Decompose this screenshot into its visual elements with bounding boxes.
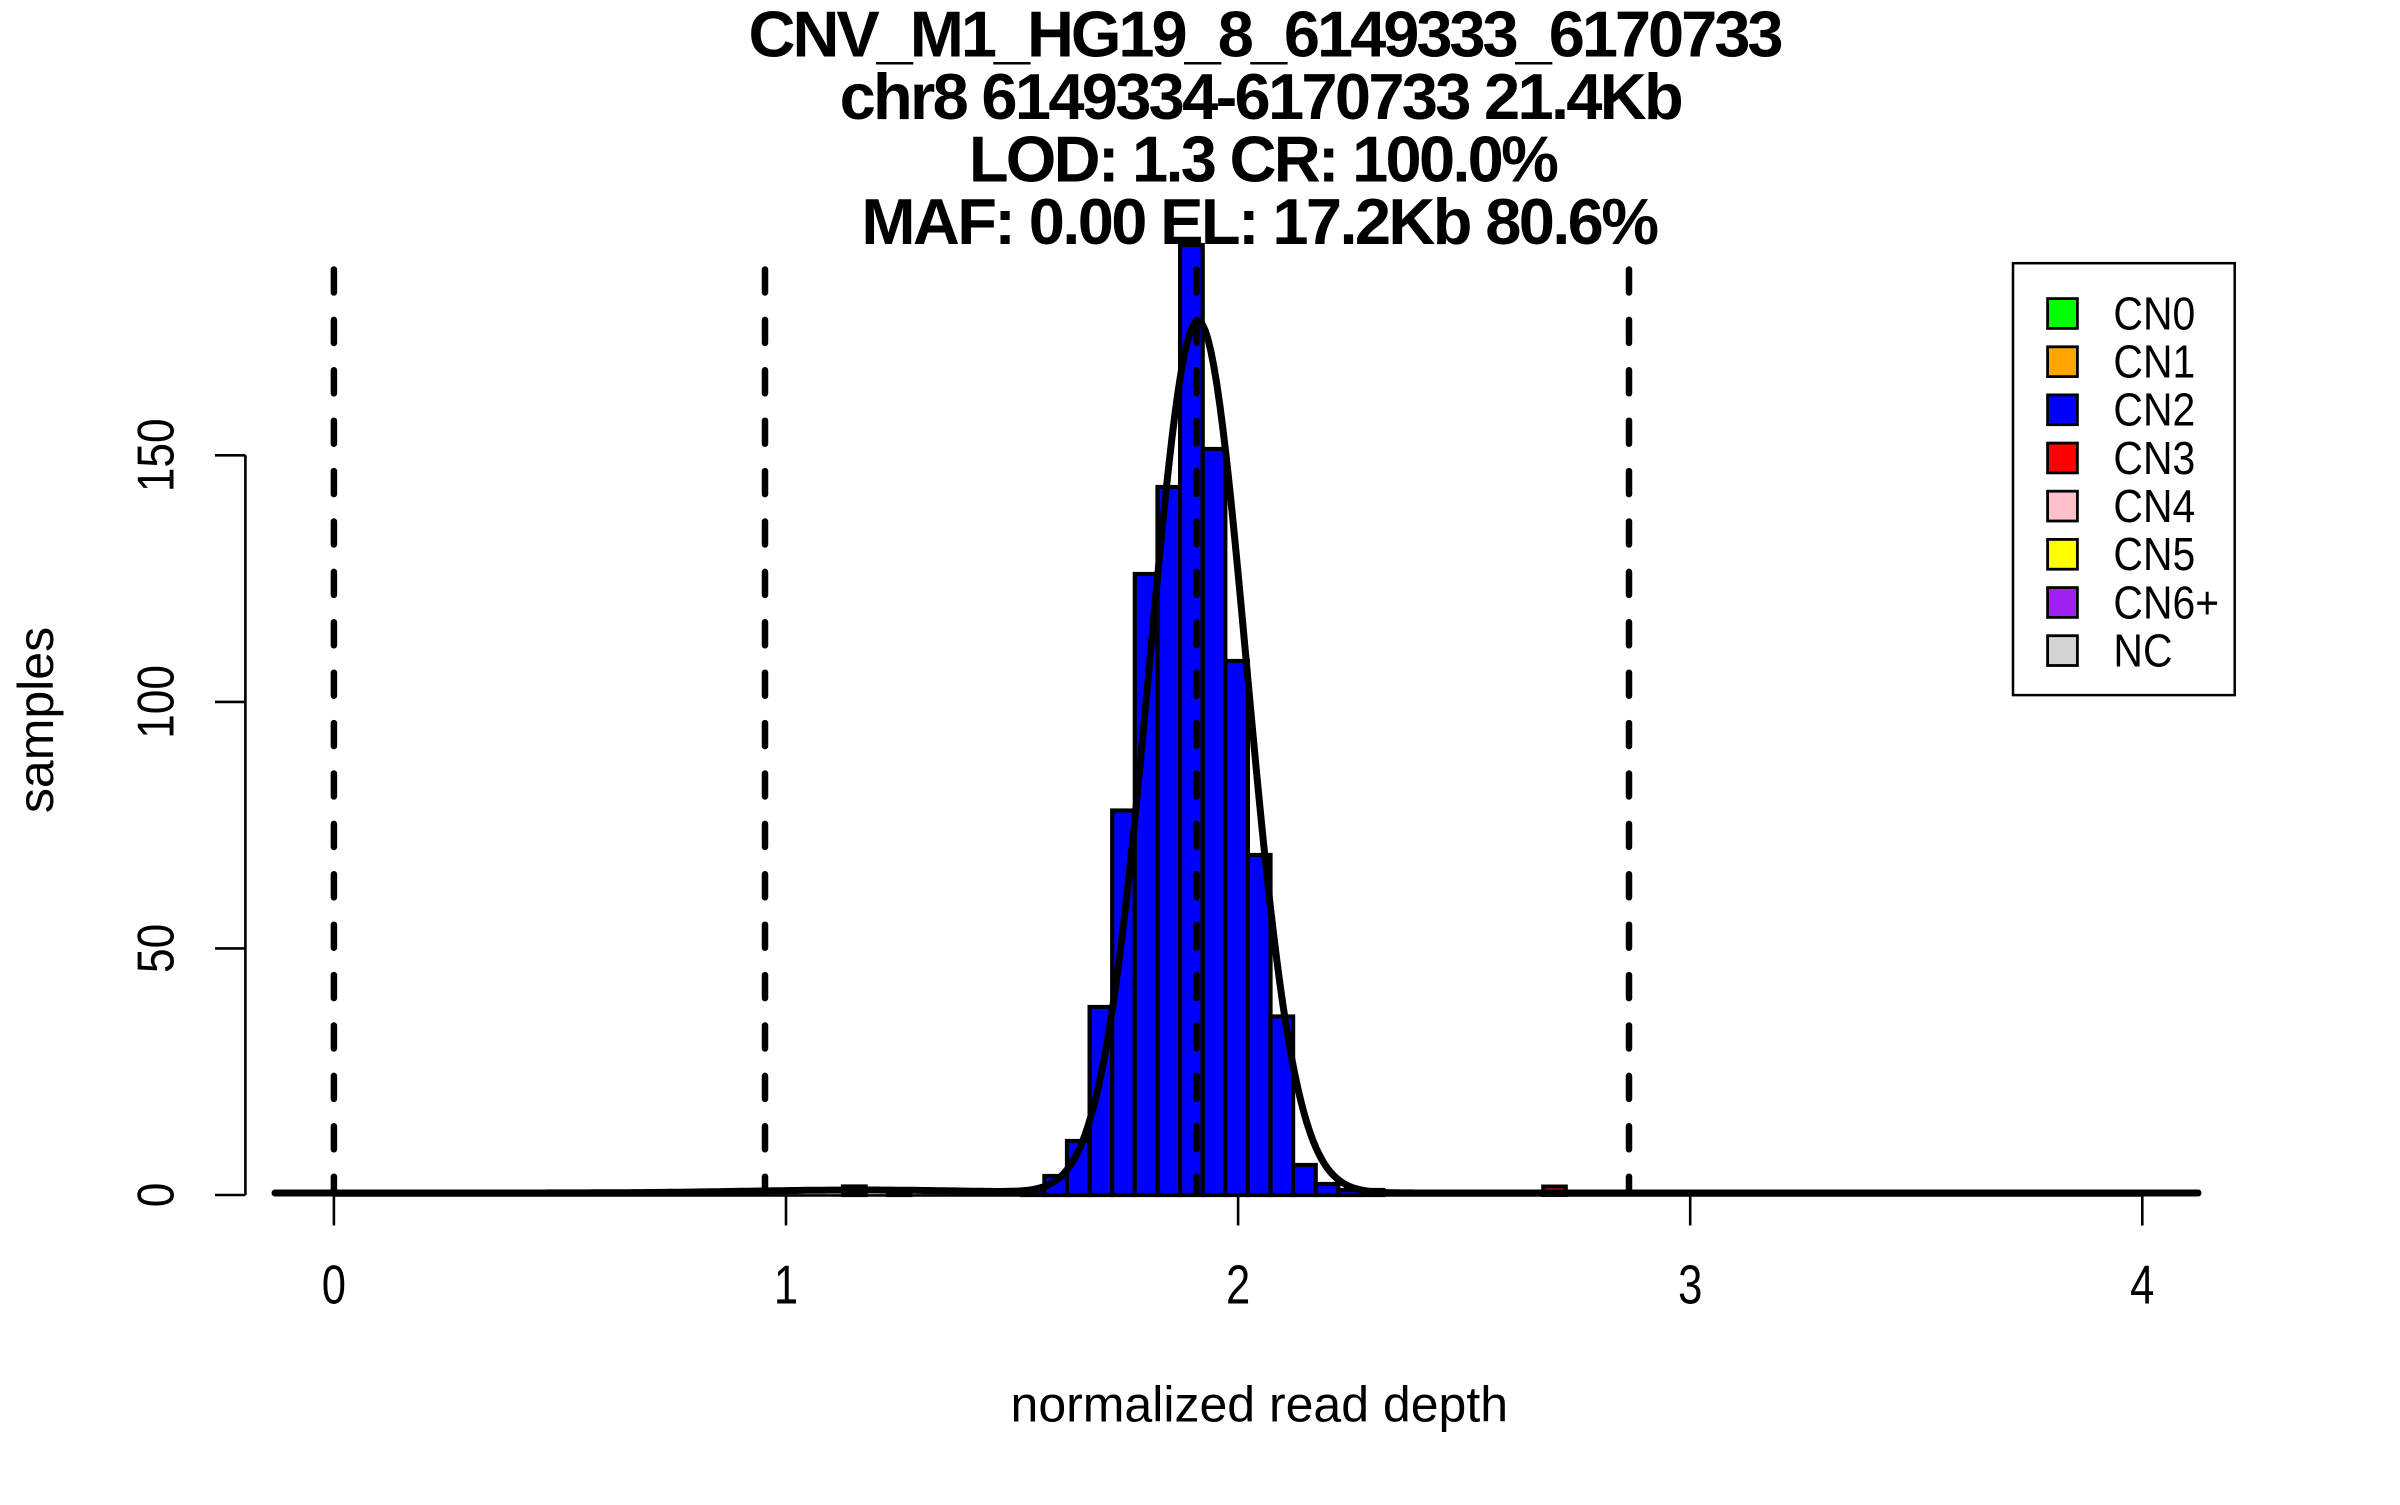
svg-text:CN4: CN4 bbox=[2113, 480, 2195, 532]
svg-text:150: 150 bbox=[127, 418, 185, 492]
svg-text:50: 50 bbox=[127, 924, 185, 973]
svg-text:MAF: 0.00 EL: 17.2Kb 80.6%: MAF: 0.00 EL: 17.2Kb 80.6% bbox=[861, 185, 1658, 258]
svg-text:CN0: CN0 bbox=[2113, 288, 2195, 340]
svg-text:2: 2 bbox=[1226, 1255, 1250, 1316]
svg-text:CNV_M1_HG19_8_6149333_6170733: CNV_M1_HG19_8_6149333_6170733 bbox=[749, 0, 1782, 71]
svg-text:LOD: 1.3 CR: 100.0%: LOD: 1.3 CR: 100.0% bbox=[969, 123, 1558, 196]
svg-text:4: 4 bbox=[2130, 1255, 2154, 1316]
svg-text:NC: NC bbox=[2113, 625, 2172, 677]
svg-text:CN6+: CN6+ bbox=[2113, 577, 2219, 629]
svg-text:chr8 6149334-6170733 21.4Kb: chr8 6149334-6170733 21.4Kb bbox=[840, 60, 1682, 133]
svg-text:0: 0 bbox=[127, 1183, 185, 1208]
svg-text:CN5: CN5 bbox=[2113, 529, 2195, 581]
svg-text:samples: samples bbox=[8, 627, 64, 813]
svg-text:0: 0 bbox=[322, 1255, 346, 1316]
svg-text:1: 1 bbox=[774, 1255, 798, 1316]
svg-text:CN2: CN2 bbox=[2113, 384, 2195, 436]
svg-text:100: 100 bbox=[127, 665, 185, 739]
svg-text:3: 3 bbox=[1678, 1255, 1702, 1316]
svg-text:CN1: CN1 bbox=[2113, 336, 2195, 388]
svg-text:CN3: CN3 bbox=[2113, 432, 2195, 484]
svg-text:normalized read depth: normalized read depth bbox=[1011, 1377, 1509, 1433]
